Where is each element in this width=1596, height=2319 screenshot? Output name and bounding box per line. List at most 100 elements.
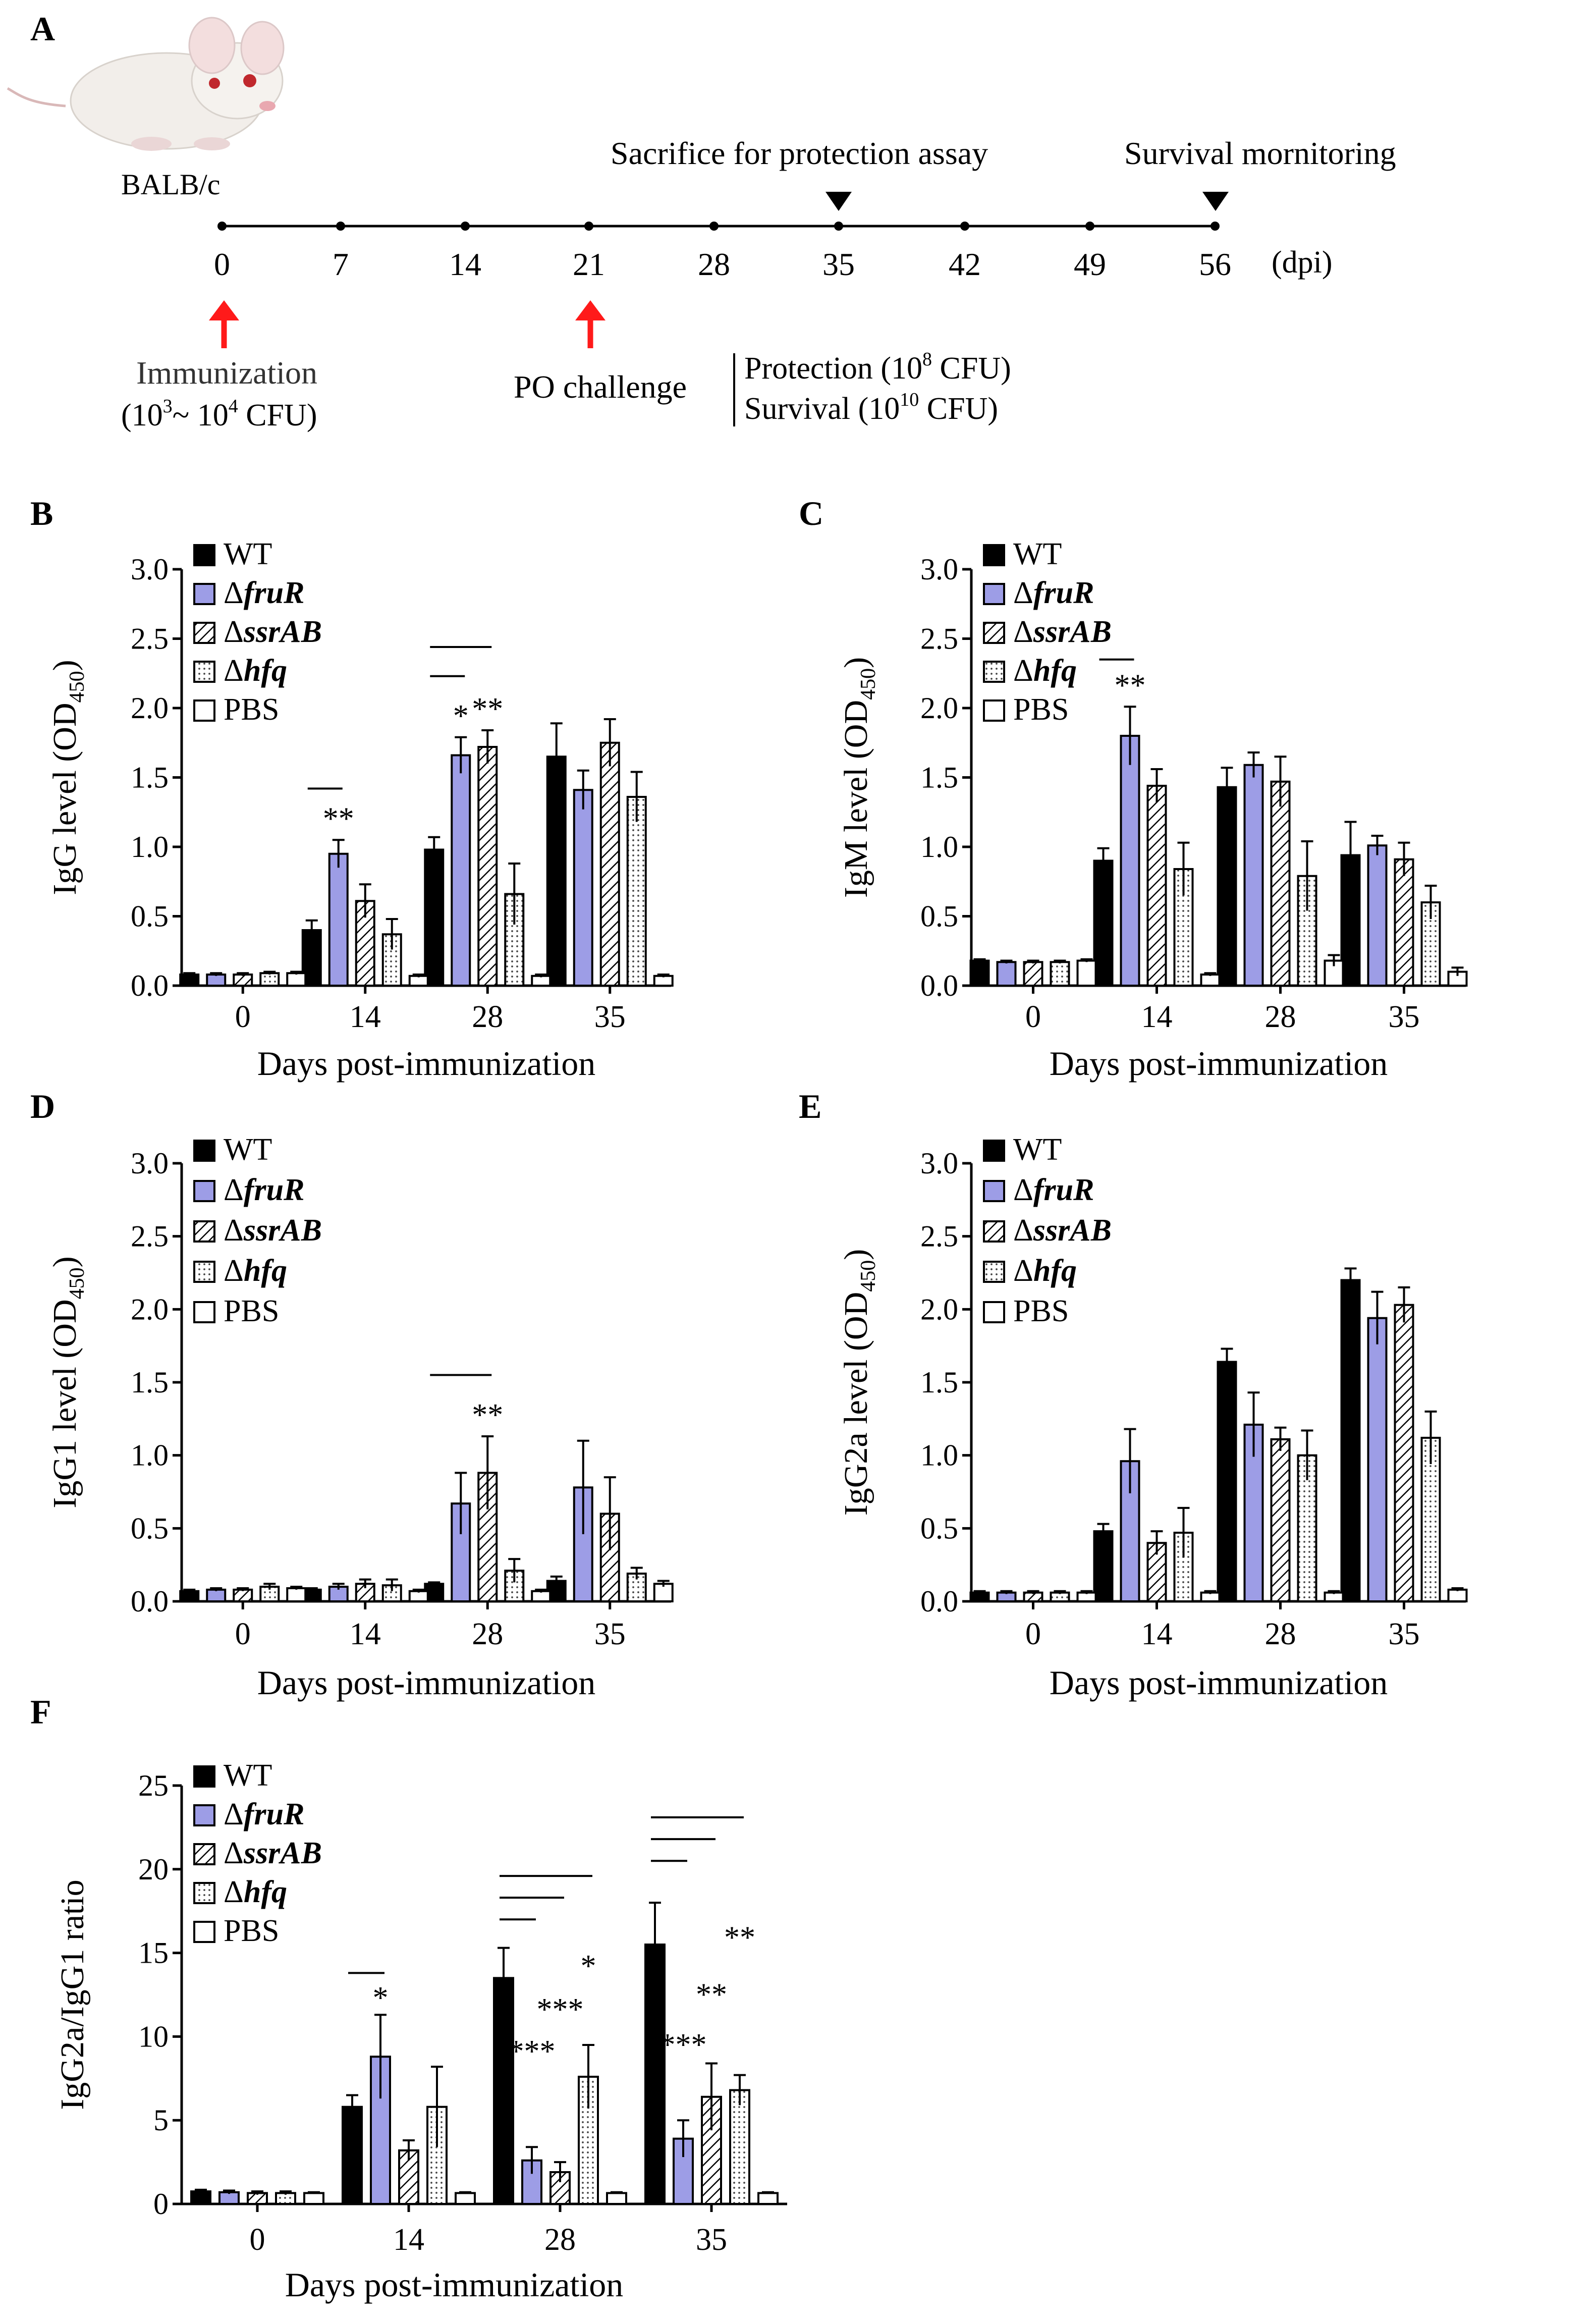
legend-swatch-PBS <box>983 699 1005 722</box>
legend-swatch-hfq <box>193 1261 215 1283</box>
significance-label: * <box>453 699 469 733</box>
survival-dose: Survival (1010 CFU) <box>744 389 998 426</box>
legend-delta: Δ <box>224 1875 244 1909</box>
legend-swatch-PBS <box>193 699 215 722</box>
legend-label: Δhfq <box>224 654 287 688</box>
legend-name: ssrAB <box>1033 615 1112 649</box>
legend-label: ΔssrAB <box>224 1836 322 1870</box>
y-tick-label: 25 <box>138 1769 169 1802</box>
significance-label: * <box>373 1981 389 2015</box>
legend-swatch-fruR <box>193 1804 215 1826</box>
bar-WT <box>1217 786 1237 987</box>
y-tick-label: 1.5 <box>131 1366 169 1399</box>
x-tick-label: 0 <box>1025 1000 1041 1034</box>
y-tick-label: 3.0 <box>131 553 169 586</box>
legend-label: Δhfq <box>224 1875 287 1909</box>
panel-a: A BALB/c Sacrifice for protection assay … <box>7 10 1396 433</box>
legend-label: ΔfruR <box>1013 576 1094 610</box>
timeline-day-label: 56 <box>1199 246 1231 282</box>
legend-label: PBS <box>1013 692 1069 727</box>
x-tick-label: 35 <box>594 1617 626 1651</box>
bar-WT <box>1340 1279 1361 1602</box>
y-tick-label: 1.5 <box>131 761 169 794</box>
legend-name: hfq <box>1033 654 1077 688</box>
legend-label: Δhfq <box>1013 1254 1077 1288</box>
legend-name: fruR <box>244 1173 305 1207</box>
panel-letter: B <box>30 494 53 532</box>
timeline-day-label: 49 <box>1074 246 1106 282</box>
y-tick-label: 10 <box>138 2020 169 2053</box>
y-tick-label: 2.0 <box>131 1292 169 1326</box>
legend-delta: Δ <box>1013 1213 1033 1248</box>
down-triangle-icon <box>1202 192 1229 211</box>
legend-swatch-ssrAB <box>193 1220 215 1243</box>
y-tick-label: 0.5 <box>920 1512 958 1545</box>
bar-ssrAB <box>1270 780 1291 987</box>
bar-WT <box>179 974 200 987</box>
bar-hfq <box>729 2089 750 2205</box>
chart-panel-e: E 0.0 0.5 1.0 1.5 2.0 2.5 3.0 0 14 28 35 IgG2a level… <box>799 1087 1468 1702</box>
bar-fruR <box>206 1588 227 1602</box>
timeline-day-label: 42 <box>949 246 981 282</box>
legend-swatch-fruR <box>193 1180 215 1202</box>
legend-name: PBS <box>224 1914 279 1948</box>
bar-ssrAB <box>1270 1438 1291 1603</box>
significance-label: ** <box>472 692 503 726</box>
timeline-dot <box>709 222 719 231</box>
x-tick-label: 35 <box>696 2223 727 2257</box>
x-tick-label: 0 <box>235 1000 251 1034</box>
legend-swatch-WT <box>193 544 215 566</box>
significance-label: ** <box>1115 668 1146 703</box>
y-axis-label: IgM level (OD450) <box>838 657 880 898</box>
legend-swatch-hfq <box>193 661 215 683</box>
y-tick-label: 0.5 <box>131 1512 169 1545</box>
y-axis-label: IgG2a level (OD450) <box>838 1249 880 1516</box>
x-axis-label: Days post-immunization <box>257 1044 595 1083</box>
panel-letter-a: A <box>30 10 55 48</box>
y-axis-label-subscript: 450 <box>66 671 89 703</box>
bar-WT <box>493 1977 514 2205</box>
y-axis-label: IgG1 level (OD450) <box>46 1256 89 1508</box>
y-tick-label: 1.0 <box>131 1439 169 1472</box>
immunization-dose: (103~ 104 CFU) <box>121 396 317 433</box>
panel-letter: C <box>799 494 823 532</box>
x-axis-label: Days post-immunization <box>257 1663 595 1702</box>
timeline-day-label: 14 <box>449 246 481 282</box>
y-tick-label: 1.0 <box>920 1439 958 1472</box>
bar-fruR <box>1120 735 1140 987</box>
y-tick-label: 1.0 <box>920 830 958 864</box>
y-tick-label: 2.5 <box>131 1220 169 1253</box>
legend-swatch-WT <box>983 1140 1005 1162</box>
legend-name: hfq <box>244 1875 287 1909</box>
y-tick-label: 2.0 <box>920 1292 958 1326</box>
y-axis-label-text: IgG1 level (OD <box>46 1299 83 1508</box>
y-tick-label: 2.5 <box>920 622 958 656</box>
legend-swatch-hfq <box>983 1261 1005 1283</box>
y-axis-label-subscript: 450 <box>66 1267 89 1299</box>
legend-swatch-hfq <box>193 1882 215 1904</box>
sacrifice-label: Sacrifice for protection assay <box>611 135 988 171</box>
y-tick-label: 2.0 <box>131 691 169 725</box>
legend-swatch-fruR <box>983 1180 1005 1202</box>
bar-WT <box>342 2106 363 2205</box>
legend-label: Δhfq <box>224 1254 287 1288</box>
y-tick-label: 20 <box>138 1853 169 1886</box>
bar-WT <box>424 848 445 987</box>
bar-hfq <box>626 796 647 987</box>
significance-label: *** <box>537 1992 584 2027</box>
legend-name: WT <box>224 1132 272 1167</box>
legend-label: ΔssrAB <box>224 615 322 649</box>
y-tick-label: 0.0 <box>131 969 169 1002</box>
legend-label: ΔssrAB <box>1013 1213 1112 1248</box>
legend-label: ΔfruR <box>224 1797 304 1831</box>
legend-name: PBS <box>1013 692 1069 727</box>
legend-label: WT <box>224 1132 272 1167</box>
x-tick-label: 14 <box>1141 1617 1173 1651</box>
legend-swatch-ssrAB <box>193 1843 215 1865</box>
x-tick-label: 28 <box>472 1000 503 1034</box>
significance-label: * <box>581 1949 596 1983</box>
down-triangle-icon <box>825 192 852 211</box>
panel-letter: E <box>799 1087 821 1125</box>
legend-label: ΔfruR <box>1013 1173 1094 1207</box>
x-tick-label: 14 <box>350 1000 381 1034</box>
